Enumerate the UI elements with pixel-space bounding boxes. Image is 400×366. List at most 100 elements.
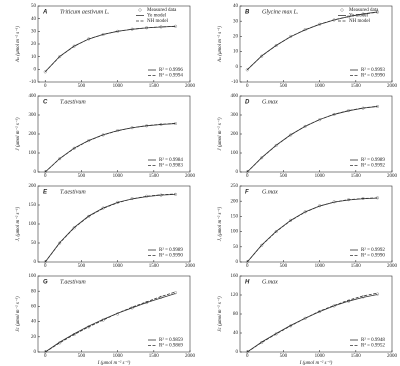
species-label: T.aestivum bbox=[60, 279, 86, 285]
x-axis-label: I (μmol m⁻² s⁻¹) bbox=[299, 360, 333, 366]
data-point bbox=[43, 70, 47, 74]
legend-label: Ye model bbox=[147, 14, 167, 19]
y-tick-label: 100 bbox=[29, 274, 37, 279]
y-tick-label: 0 bbox=[34, 260, 37, 265]
data-point bbox=[87, 214, 91, 218]
x-tick-label: 1000 bbox=[113, 84, 124, 89]
species-label: G.max bbox=[262, 99, 278, 105]
x-tick-label: 0 bbox=[246, 264, 249, 269]
y-tick-label: 80 bbox=[233, 312, 239, 317]
y-tick-label: 0 bbox=[236, 65, 239, 70]
y-tick-label: 40 bbox=[31, 17, 37, 22]
x-tick-label: 0 bbox=[246, 84, 249, 89]
x-tick-label: 500 bbox=[78, 84, 86, 89]
data-point bbox=[260, 156, 264, 160]
r2-label: R² = 0.9992 bbox=[361, 163, 385, 169]
y-tick-label: 200 bbox=[29, 132, 37, 137]
model-line bbox=[44, 122, 176, 173]
y-axis-label: Jₑ (μmol m⁻² s⁻¹) bbox=[15, 206, 21, 241]
legend-label: Ye model bbox=[349, 14, 369, 19]
r2-label: R² = 0.9948 bbox=[361, 337, 385, 343]
species-label: G.max bbox=[262, 189, 278, 195]
y-axis-label: J (μmol m⁻² s⁻¹) bbox=[15, 117, 21, 150]
data-point bbox=[245, 260, 249, 264]
x-tick-label: 2000 bbox=[387, 354, 398, 359]
x-tick-label: 2000 bbox=[185, 174, 196, 179]
panel-letter: B bbox=[245, 10, 250, 16]
model-line bbox=[45, 291, 176, 353]
legend-label: NH model bbox=[349, 19, 371, 24]
model-line bbox=[44, 25, 176, 73]
y-tick-label: 150 bbox=[29, 203, 37, 208]
y-tick-label: 30 bbox=[31, 29, 37, 34]
y-axis-label: Jc (μmol m⁻² s⁻¹) bbox=[15, 296, 21, 332]
x-tick-label: 0 bbox=[44, 354, 47, 359]
model-line bbox=[45, 293, 176, 353]
x-tick-label: 500 bbox=[280, 84, 288, 89]
y-axis-label: Aₙ (μmol m⁻² s⁻¹) bbox=[15, 26, 21, 63]
data-point bbox=[245, 68, 249, 72]
x-tick-label: 2000 bbox=[185, 264, 196, 269]
data-point bbox=[87, 139, 91, 143]
y-tick-label: 300 bbox=[231, 113, 239, 118]
data-point bbox=[274, 230, 278, 234]
plot-frame bbox=[239, 185, 393, 263]
r2-label: R² = 0.9859 bbox=[159, 337, 183, 343]
model-line bbox=[44, 123, 176, 173]
y-tick-label: 20 bbox=[233, 35, 239, 40]
data-point bbox=[303, 316, 307, 320]
x-tick-label: 1500 bbox=[149, 264, 160, 269]
x-tick-label: 1000 bbox=[315, 354, 326, 359]
y-tick-label: 60 bbox=[31, 305, 37, 310]
data-point bbox=[245, 350, 249, 354]
y-tick-label: 200 bbox=[231, 199, 239, 204]
x-tick-label: 0 bbox=[246, 354, 249, 359]
r2-label: R² = 0.9989 bbox=[159, 247, 183, 253]
y-tick-label: 200 bbox=[29, 184, 37, 189]
x-tick-label: 1000 bbox=[315, 174, 326, 179]
model-line bbox=[246, 197, 378, 263]
panel-letter: D bbox=[245, 100, 250, 106]
y-tick-label: 0 bbox=[34, 350, 37, 355]
data-point bbox=[72, 226, 76, 230]
y-tick-label: 40 bbox=[233, 4, 239, 9]
r2-label: R² = 0.9952 bbox=[361, 343, 385, 349]
r2-label: R² = 0.9992 bbox=[361, 247, 385, 253]
x-tick-label: 2000 bbox=[387, 84, 398, 89]
y-tick-label: 40 bbox=[31, 320, 37, 325]
panel-letter: H bbox=[245, 280, 250, 286]
x-tick-label: 1000 bbox=[315, 264, 326, 269]
x-tick-label: 1000 bbox=[315, 84, 326, 89]
y-tick-label: 100 bbox=[231, 151, 239, 156]
x-tick-label: 2000 bbox=[185, 354, 196, 359]
r2-label: R² = 0.9989 bbox=[361, 157, 385, 163]
data-point bbox=[72, 44, 76, 48]
y-tick-label: 50 bbox=[31, 241, 37, 246]
x-tick-label: 1000 bbox=[113, 354, 124, 359]
model-line bbox=[247, 294, 378, 353]
r2-label: R² = 0.9990 bbox=[159, 253, 183, 259]
y-tick-label: 300 bbox=[29, 113, 37, 118]
data-point bbox=[43, 350, 47, 354]
model-line bbox=[44, 193, 176, 263]
y-tick-label: 50 bbox=[31, 4, 37, 9]
x-tick-label: 1500 bbox=[351, 84, 362, 89]
x-tick-label: 1500 bbox=[149, 174, 160, 179]
y-axis-label: J (μmol m⁻² s⁻¹) bbox=[217, 117, 223, 150]
legend-label: NH model bbox=[147, 19, 169, 24]
legend-label: Measured data bbox=[147, 8, 177, 13]
y-tick-label: 0 bbox=[34, 170, 37, 175]
x-tick-label: 500 bbox=[78, 354, 86, 359]
y-tick-label: 400 bbox=[29, 94, 37, 99]
y-axis-label: Jₑ (μmol m⁻² s⁻¹) bbox=[217, 206, 223, 241]
panel-letter: C bbox=[43, 100, 48, 106]
legend-label: Measured data bbox=[349, 8, 379, 13]
species-label: G.max bbox=[262, 279, 278, 285]
y-tick-label: -10 bbox=[231, 80, 238, 85]
data-point bbox=[58, 157, 62, 161]
x-tick-label: 1500 bbox=[351, 174, 362, 179]
data-point bbox=[375, 292, 380, 296]
legend-marker bbox=[340, 8, 344, 12]
data-point bbox=[245, 170, 249, 174]
x-tick-label: 1000 bbox=[113, 264, 124, 269]
